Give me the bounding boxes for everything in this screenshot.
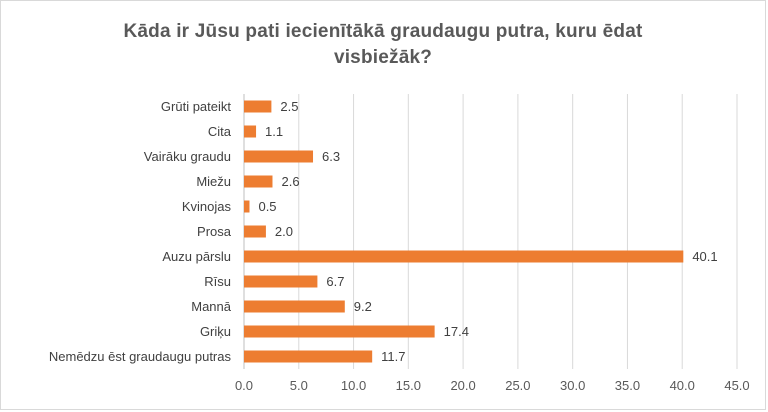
data-label: 2.6 [281,174,299,189]
chart-title-text: Kāda ir Jūsu pati iecienītākā graudaugu … [123,21,643,68]
bar [244,350,373,363]
category-label: Rīsu [204,274,231,289]
bar [244,150,314,163]
data-label: 2.0 [275,224,293,239]
category-label: Cita [208,124,232,139]
x-tick-label: 45.0 [724,378,749,393]
x-tick-label: 0.0 [235,378,253,393]
x-tick-label: 25.0 [505,378,530,393]
data-label: 0.5 [258,199,276,214]
chart-title: Kāda ir Jūsu pati iecienītākā graudaugu … [1,19,765,71]
bar [244,300,345,313]
category-label: Prosa [197,224,232,239]
data-label: 2.5 [280,99,298,114]
x-tick-label: 20.0 [450,378,475,393]
category-label: Kvinojas [182,199,232,214]
x-tick-label: 35.0 [615,378,640,393]
data-label: 9.2 [354,299,372,314]
data-label: 6.7 [326,274,344,289]
data-label: 6.3 [322,149,340,164]
bar [244,200,250,213]
category-label: Nemēdzu ēst graudaugu putras [49,349,232,364]
data-label: 11.7 [381,349,405,364]
category-label: Griķu [200,324,231,339]
bar [244,250,684,263]
x-tick-label: 15.0 [396,378,421,393]
bar [244,325,435,338]
bar [244,225,266,238]
data-label: 17.4 [444,324,469,339]
category-label: Mannā [191,299,232,314]
x-tick-label: 40.0 [670,378,695,393]
bar [244,100,272,113]
data-label: 1.1 [265,124,283,139]
x-tick-label: 5.0 [290,378,308,393]
category-label: Grūti pateikt [161,99,231,114]
x-tick-label: 30.0 [560,378,585,393]
category-label: Vairāku graudu [144,149,231,164]
category-label: Miežu [196,174,231,189]
bar [244,125,257,138]
bar [244,275,318,288]
bar [244,175,273,188]
x-tick-label: 10.0 [341,378,366,393]
data-label: 40.1 [692,249,717,264]
category-label: Auzu pārslu [162,249,231,264]
